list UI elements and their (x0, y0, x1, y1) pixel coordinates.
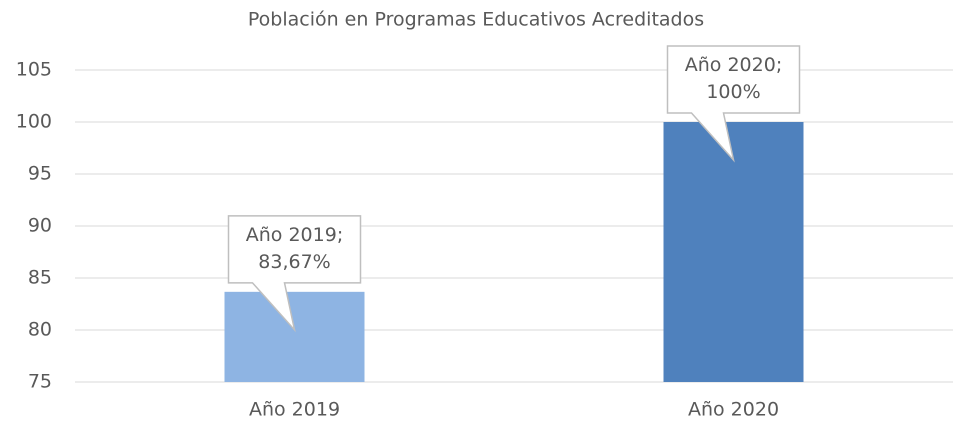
chart-title: Población en Programas Educativos Acredi… (248, 9, 704, 31)
bar (663, 122, 804, 382)
callout-box (227, 215, 362, 333)
y-tick-label: 90 (28, 215, 52, 237)
callout-box (666, 45, 801, 163)
y-tick-label: 95 (28, 163, 52, 185)
data-label: Año 2020; 100% (684, 54, 783, 103)
y-tick-label: 75 (28, 371, 52, 393)
y-tick-label: 80 (28, 319, 52, 341)
bar (224, 291, 365, 382)
y-tick-label: 100 (16, 111, 52, 133)
data-label: Año 2019; 83,67% (245, 223, 344, 273)
x-tick-label: Año 2020 (688, 399, 779, 421)
x-tick-label: Año 2019 (249, 399, 340, 421)
y-tick-label: 85 (28, 267, 52, 289)
y-tick-label: 105 (16, 59, 52, 81)
